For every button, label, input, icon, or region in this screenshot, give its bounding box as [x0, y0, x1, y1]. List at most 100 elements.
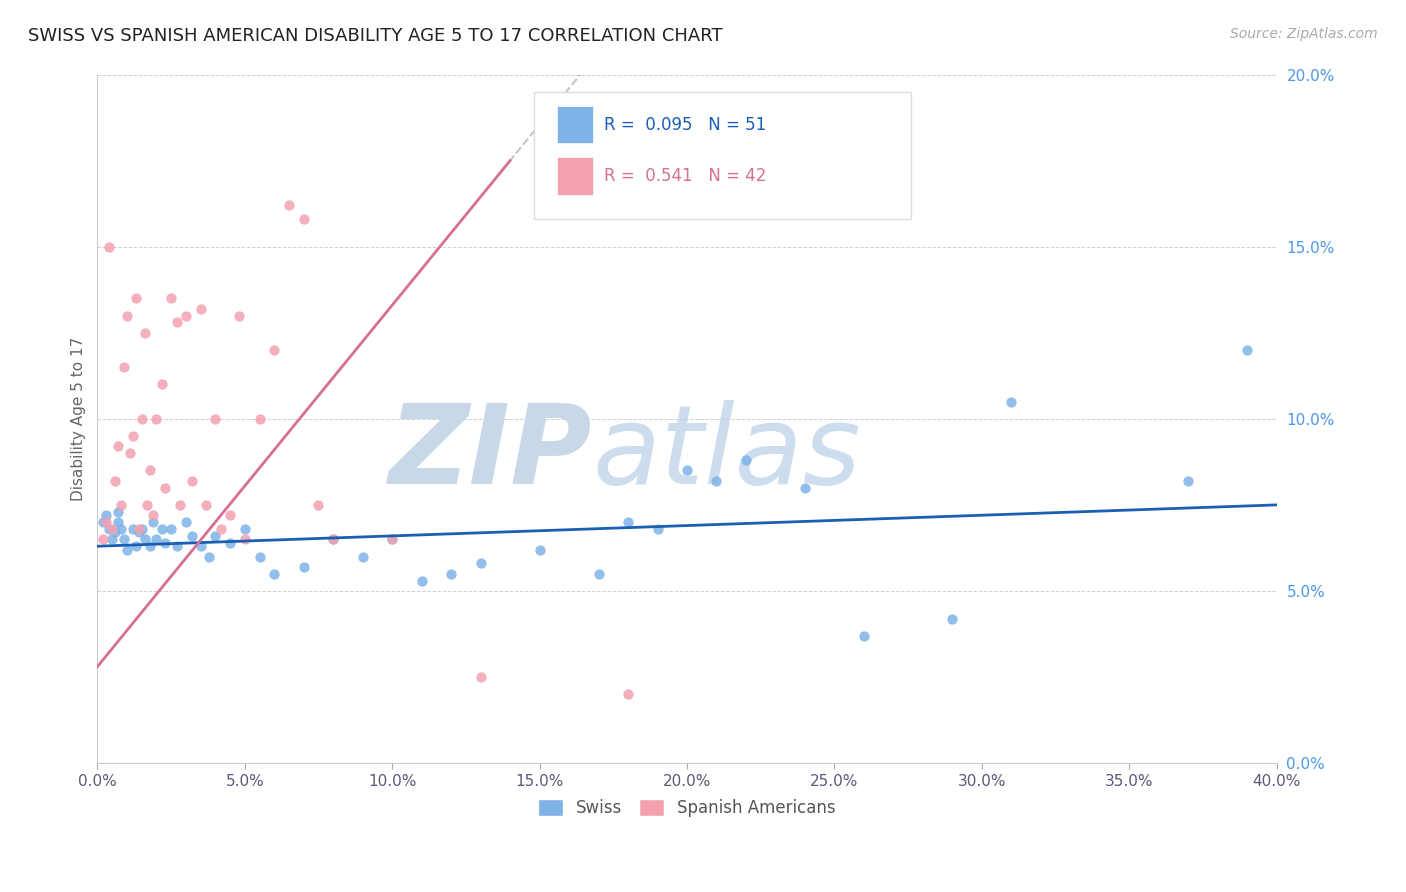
Point	[1177, 474, 1199, 488]
Point	[617, 515, 640, 529]
Point	[174, 309, 197, 323]
Text: atlas: atlas	[593, 400, 862, 507]
Point	[180, 529, 202, 543]
Point	[735, 453, 758, 467]
Point	[228, 309, 250, 323]
Point	[131, 522, 153, 536]
Text: R =  0.095   N = 51: R = 0.095 N = 51	[605, 116, 766, 134]
Point	[617, 687, 640, 701]
Point	[204, 412, 226, 426]
Point	[107, 439, 129, 453]
Point	[219, 508, 242, 523]
Point	[112, 533, 135, 547]
Point	[209, 522, 232, 536]
Point	[101, 533, 124, 547]
Text: Source: ZipAtlas.com: Source: ZipAtlas.com	[1230, 27, 1378, 41]
Point	[381, 533, 404, 547]
Point	[142, 508, 165, 523]
Point	[166, 315, 188, 329]
Legend: Swiss, Spanish Americans: Swiss, Spanish Americans	[531, 792, 842, 823]
Point	[124, 539, 146, 553]
Point	[292, 560, 315, 574]
Point	[180, 474, 202, 488]
Point	[794, 481, 817, 495]
FancyBboxPatch shape	[534, 92, 911, 219]
Point	[153, 481, 176, 495]
Point	[411, 574, 433, 588]
Point	[852, 629, 875, 643]
Text: ZIP: ZIP	[389, 400, 593, 507]
Point	[118, 446, 141, 460]
Point	[134, 533, 156, 547]
Point	[219, 535, 242, 549]
Point	[131, 412, 153, 426]
Point	[198, 549, 221, 564]
Point	[529, 542, 551, 557]
Point	[112, 360, 135, 375]
Point	[470, 557, 492, 571]
Point	[249, 412, 271, 426]
Point	[96, 508, 118, 523]
Point	[233, 533, 256, 547]
Point	[190, 301, 212, 316]
Point	[160, 291, 183, 305]
Point	[278, 198, 301, 212]
Point	[204, 529, 226, 543]
Point	[128, 522, 150, 536]
Point	[166, 539, 188, 553]
Point	[128, 525, 150, 540]
Point	[150, 522, 173, 536]
Point	[91, 515, 114, 529]
Point	[150, 377, 173, 392]
Point	[440, 566, 463, 581]
Point	[121, 429, 143, 443]
Point	[139, 463, 162, 477]
Point	[190, 539, 212, 553]
Point	[101, 522, 124, 536]
Point	[249, 549, 271, 564]
Point	[169, 498, 191, 512]
Point	[115, 542, 138, 557]
Point	[233, 522, 256, 536]
Bar	[557, 105, 593, 144]
Point	[98, 240, 121, 254]
Point	[322, 533, 344, 547]
Point	[195, 498, 218, 512]
Point	[1236, 343, 1258, 357]
Point	[647, 522, 669, 536]
Point	[174, 515, 197, 529]
Point	[263, 566, 285, 581]
Point	[104, 525, 127, 540]
Point	[104, 474, 127, 488]
Point	[470, 670, 492, 684]
Point	[160, 522, 183, 536]
Point	[110, 498, 132, 512]
Point	[145, 533, 167, 547]
Point	[352, 549, 374, 564]
Point	[136, 498, 159, 512]
Point	[107, 515, 129, 529]
Point	[124, 291, 146, 305]
Point	[322, 533, 344, 547]
Point	[381, 533, 404, 547]
Point	[676, 463, 699, 477]
Point	[153, 535, 176, 549]
Point	[308, 498, 330, 512]
Point	[588, 566, 610, 581]
Point	[706, 474, 728, 488]
Point	[145, 412, 167, 426]
Point	[142, 515, 165, 529]
Point	[98, 522, 121, 536]
Point	[134, 326, 156, 340]
Point	[1000, 394, 1022, 409]
Text: SWISS VS SPANISH AMERICAN DISABILITY AGE 5 TO 17 CORRELATION CHART: SWISS VS SPANISH AMERICAN DISABILITY AGE…	[28, 27, 723, 45]
Point	[121, 522, 143, 536]
Point	[941, 611, 963, 625]
Y-axis label: Disability Age 5 to 17: Disability Age 5 to 17	[72, 336, 86, 501]
Text: R =  0.541   N = 42: R = 0.541 N = 42	[605, 168, 766, 186]
Point	[115, 309, 138, 323]
Point	[96, 515, 118, 529]
Point	[107, 505, 129, 519]
Point	[110, 522, 132, 536]
Point	[292, 212, 315, 227]
